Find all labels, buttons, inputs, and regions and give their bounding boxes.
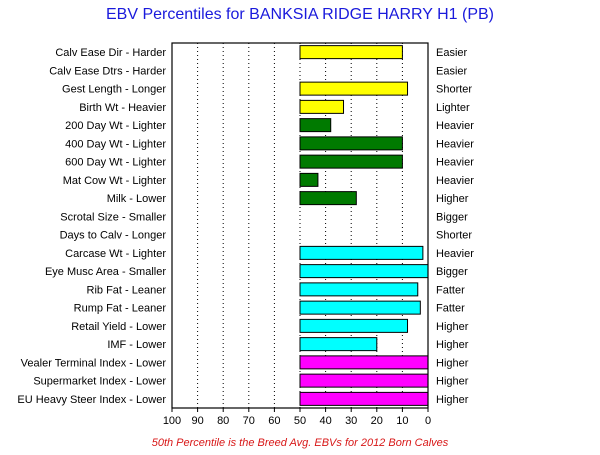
- bar: [299, 99, 345, 114]
- row-label-left: Gest Length - Longer: [62, 84, 166, 96]
- row-label-right: Bigger: [436, 266, 468, 278]
- row-label-left: Scrotal Size - Smaller: [60, 211, 166, 223]
- x-tick-label: 10: [396, 415, 408, 427]
- bars: [299, 45, 429, 406]
- bar: [299, 172, 319, 187]
- x-tick-label: 30: [345, 415, 357, 427]
- bar: [299, 136, 403, 151]
- row-label-left: IMF - Lower: [107, 339, 166, 351]
- x-tick-label: 90: [191, 415, 203, 427]
- row-label-right: Easier: [436, 47, 468, 59]
- chart-footnote: 50th Percentile is the Breed Avg. EBVs f…: [151, 437, 449, 449]
- row-label-right: Heavier: [436, 157, 474, 169]
- row-label-left: 600 Day Wt - Lighter: [65, 157, 166, 169]
- bar: [299, 45, 403, 60]
- row-label-left: Rib Fat - Leaner: [87, 284, 167, 296]
- bar: [299, 118, 332, 133]
- bar: [299, 318, 409, 333]
- row-label-left: Calv Ease Dtrs - Harder: [49, 65, 166, 77]
- row-label-left: Days to Calv - Longer: [60, 230, 167, 242]
- row-label-left: Birth Wt - Heavier: [79, 102, 166, 114]
- row-label-right: Heavier: [436, 120, 474, 132]
- bar: [299, 264, 429, 279]
- x-tick-label: 20: [371, 415, 383, 427]
- row-label-right: Higher: [436, 193, 469, 205]
- x-axis-ticks: 100 90 80 70 60 50 40 30 20 10 0: [163, 415, 431, 427]
- row-label-right: Lighter: [436, 102, 470, 114]
- row-label-right: Shorter: [436, 84, 472, 96]
- row-label-right: Higher: [436, 357, 469, 369]
- bar: [299, 300, 421, 315]
- row-label-right: Higher: [436, 394, 469, 406]
- row-label-right: Higher: [436, 339, 469, 351]
- x-tick-label: 100: [163, 415, 181, 427]
- row-label-left: Vealer Terminal Index - Lower: [21, 357, 167, 369]
- bar: [299, 245, 424, 260]
- chart-title: EBV Percentiles for BANKSIA RIDGE HARRY …: [106, 6, 494, 23]
- row-label-left: Rump Fat - Leaner: [74, 303, 167, 315]
- row-label-right: Shorter: [436, 230, 472, 242]
- row-labels: Calv Ease Dir - Harder Easier Calv Ease Dt…: [17, 47, 474, 406]
- row-label-left: Carcase Wt - Lighter: [65, 248, 166, 260]
- x-tick-label: 50: [294, 415, 306, 427]
- row-label-right: Heavier: [436, 248, 474, 260]
- row-label-right: Heavier: [436, 138, 474, 150]
- row-label-left: Eye Musc Area - Smaller: [45, 266, 166, 278]
- bar: [299, 191, 357, 206]
- row-label-right: Fatter: [436, 303, 465, 315]
- row-label-left: Calv Ease Dir - Harder: [55, 47, 166, 59]
- x-tick-label: 60: [268, 415, 280, 427]
- bar: [299, 282, 419, 297]
- x-tick-label: 0: [425, 415, 431, 427]
- bar: [299, 81, 409, 96]
- x-tick-label: 80: [217, 415, 229, 427]
- bar: [299, 355, 429, 370]
- x-tick-label: 70: [243, 415, 255, 427]
- plot-border: [171, 42, 429, 409]
- row-label-right: Bigger: [436, 211, 468, 223]
- bar: [299, 337, 378, 352]
- grid-lines: [197, 43, 403, 408]
- row-label-left: Supermarket Index - Lower: [33, 376, 166, 388]
- row-label-right: Higher: [436, 376, 469, 388]
- row-label-left: Retail Yield - Lower: [71, 321, 166, 333]
- row-label-right: Easier: [436, 65, 468, 77]
- row-label-right: Higher: [436, 321, 469, 333]
- bar: [299, 391, 429, 406]
- row-label-left: 200 Day Wt - Lighter: [65, 120, 166, 132]
- row-label-right: Fatter: [436, 284, 465, 296]
- plot-frame: [171, 42, 429, 412]
- row-label-left: Milk - Lower: [107, 193, 167, 205]
- bar: [299, 154, 403, 169]
- row-label-left: EU Heavy Steer Index - Lower: [17, 394, 166, 406]
- x-tick-label: 40: [319, 415, 331, 427]
- row-label-left: 400 Day Wt - Lighter: [65, 138, 166, 150]
- row-label-left: Mat Cow Wt - Lighter: [63, 175, 167, 187]
- row-label-right: Heavier: [436, 175, 474, 187]
- bar: [299, 373, 429, 388]
